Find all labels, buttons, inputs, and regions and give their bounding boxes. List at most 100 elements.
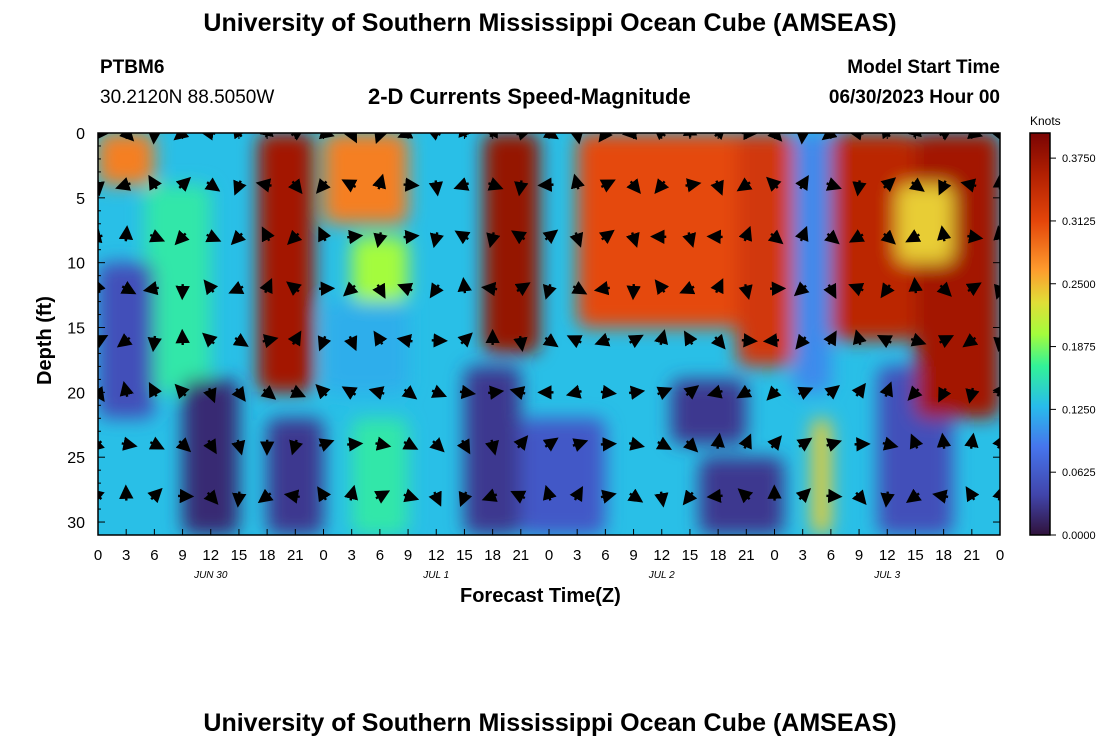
x-tick-label: 0 (545, 547, 553, 564)
current-arrow (429, 282, 444, 299)
current-arrow (232, 332, 249, 347)
current-arrow (960, 178, 977, 193)
y-tick-label: 10 (67, 256, 85, 273)
current-arrow (98, 488, 105, 504)
current-arrow (938, 386, 952, 403)
current-arrow (204, 177, 221, 192)
current-arrow (481, 488, 498, 502)
current-arrow (341, 179, 358, 193)
current-arrow (710, 333, 726, 350)
current-arrow (148, 174, 162, 191)
current-arrow (344, 335, 358, 352)
current-arrow (967, 133, 984, 140)
current-arrow (706, 488, 723, 504)
current-arrow (373, 330, 388, 347)
current-arrow (600, 384, 617, 400)
current-arrow (625, 231, 640, 248)
current-arrow (598, 229, 615, 245)
current-arrow (396, 333, 413, 349)
current-arrow (318, 226, 332, 243)
speed-region-22 (896, 184, 954, 263)
current-arrow (429, 232, 444, 249)
current-arrow (98, 180, 105, 197)
current-arrow (766, 385, 782, 401)
current-arrow (260, 385, 277, 400)
current-arrow (594, 332, 611, 347)
current-arrow (852, 180, 867, 197)
current-arrow (993, 335, 1000, 353)
current-arrow (880, 229, 896, 245)
x-tick-label: 15 (456, 547, 473, 564)
current-arrow (797, 386, 814, 401)
current-arrow (286, 281, 302, 296)
current-arrow (403, 229, 420, 245)
current-arrow (598, 133, 613, 143)
current-arrow (259, 278, 273, 295)
current-arrow (232, 133, 247, 140)
current-arrow (826, 438, 843, 452)
current-arrow (203, 279, 219, 296)
current-arrow (964, 432, 979, 449)
current-arrow (484, 439, 499, 456)
current-arrow (621, 133, 639, 140)
speed-region-0 (98, 133, 155, 185)
current-arrow (741, 333, 758, 348)
current-arrow (457, 276, 472, 294)
colorbar-tick-label: 0.3750 (1062, 153, 1096, 165)
current-arrow (706, 384, 723, 399)
speed-region-8 (267, 418, 324, 535)
y-axis-label: Depth (ft) (34, 296, 56, 385)
current-arrow (202, 332, 218, 348)
current-arrow (317, 335, 332, 352)
current-arrow (397, 133, 414, 139)
current-arrow (403, 488, 420, 503)
current-arrow (374, 490, 391, 504)
current-arrow (851, 489, 867, 506)
current-arrow (710, 432, 725, 449)
current-arrow (425, 133, 442, 141)
current-arrow (287, 330, 302, 347)
current-arrow (992, 484, 1000, 501)
x-tick-label: 9 (178, 547, 186, 564)
current-arrow (936, 432, 952, 449)
x-tick-label: 12 (202, 547, 219, 564)
current-arrow (488, 385, 505, 400)
current-arrow (147, 487, 163, 504)
chart-title: 2-D Currents Speed-Magnitude (368, 84, 691, 109)
current-arrow (374, 133, 388, 144)
current-arrow (628, 436, 645, 451)
current-arrow (880, 282, 895, 299)
x-tick-label: 0 (770, 547, 778, 564)
current-arrow (516, 133, 533, 141)
x-tick-label: 3 (348, 547, 356, 564)
current-arrow (261, 226, 275, 243)
speed-region-11 (483, 133, 540, 354)
current-arrow (909, 433, 924, 450)
current-arrow (542, 133, 559, 140)
current-arrow (453, 177, 470, 191)
current-arrow (142, 281, 160, 296)
current-arrow (627, 334, 644, 349)
y-axis: 0 5 10 15 20 25 30 (67, 126, 1000, 532)
colorbar-tick-label: 0.0625 (1062, 467, 1096, 479)
current-arrow (509, 386, 526, 401)
current-arrow (259, 133, 274, 138)
current-arrow (120, 281, 137, 295)
current-arrow (347, 229, 364, 245)
current-arrow (654, 329, 669, 346)
y-tick-label: 25 (67, 450, 85, 467)
current-arrow (230, 229, 246, 246)
current-arrow (880, 177, 897, 193)
current-arrow (457, 332, 473, 348)
current-arrow (569, 485, 584, 503)
current-arrow (317, 486, 332, 503)
current-arrow (907, 133, 922, 138)
speed-region-5 (323, 133, 409, 224)
current-arrow (992, 433, 1000, 450)
current-arrow (205, 229, 222, 243)
current-arrow (403, 177, 420, 192)
x-tick-label: 3 (122, 547, 130, 564)
x-tick-label: 9 (404, 547, 412, 564)
current-arrow (965, 282, 982, 297)
current-arrow (231, 439, 246, 456)
